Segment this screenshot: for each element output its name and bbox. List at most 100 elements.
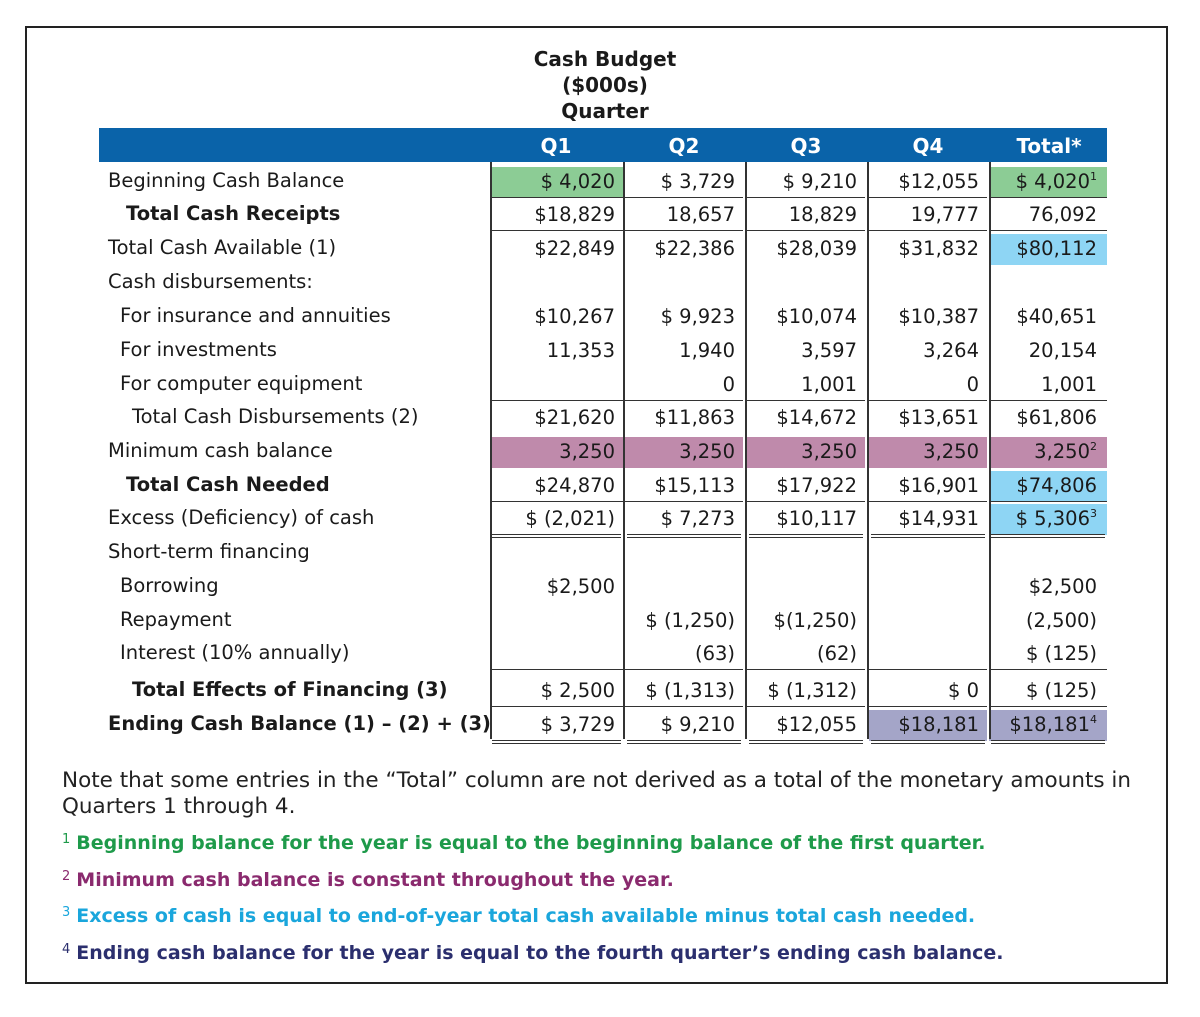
table-cell: [625, 538, 743, 569]
cell-value: 18,829: [788, 203, 857, 226]
table-cell: (2,500): [989, 606, 1107, 637]
table-cell: $ 9,210: [747, 167, 865, 198]
table-cell: 19,777: [869, 200, 987, 231]
table-cell: $17,922: [747, 471, 865, 502]
table-cell: 3,597: [747, 336, 865, 367]
table-cell: $14,931: [869, 504, 987, 535]
cell-value: $28,039: [776, 237, 857, 260]
cell-value: $12,055: [898, 170, 979, 193]
cell-value: $16,901: [898, 474, 979, 497]
footnote-4-marker: 4: [62, 942, 71, 957]
cell-value: (63): [694, 642, 735, 665]
cell-value: $ 4,020: [1015, 170, 1090, 193]
cell-value: $2,500: [1028, 575, 1097, 598]
cell-value: 11,353: [546, 339, 615, 362]
table-cell: $74,806: [989, 471, 1107, 502]
column-header-q4: Q4: [912, 134, 944, 158]
table-cell: $ (1,313): [625, 676, 743, 707]
cell-value: $12,055: [776, 713, 857, 736]
row-label: Total Cash Receipts: [126, 202, 341, 225]
cell-value: $ 9,210: [782, 170, 857, 193]
table-cell: $ 4,0201: [989, 167, 1107, 198]
figure-frame: [25, 26, 1168, 984]
table-cell: [989, 538, 1107, 569]
cell-value: $18,181: [1009, 713, 1090, 736]
table-cell: [869, 606, 987, 637]
table-cell: $ (2,021): [490, 504, 623, 535]
table-cell: 18,829: [747, 200, 865, 231]
table-cell: $12,055: [747, 710, 865, 741]
table-cell: $61,806: [989, 403, 1107, 434]
cell-value: $ 9,923: [660, 305, 735, 328]
table-cell: 3,264: [869, 336, 987, 367]
table-cell: [625, 268, 743, 299]
table-cell: $(1,250): [747, 606, 865, 637]
row-label: Minimum cash balance: [108, 439, 333, 462]
footnote-1-marker: 1: [62, 832, 71, 847]
table-cell: $12,055: [869, 167, 987, 198]
cell-value: $ (1,250): [645, 609, 735, 632]
table-cell: 3,250: [490, 437, 623, 468]
cell-value: $10,074: [776, 305, 857, 328]
table-cell: $10,267: [490, 302, 623, 333]
column-header-q2: Q2: [668, 134, 700, 158]
table-cell: $ (125): [989, 676, 1107, 707]
cell-value: $ 3,729: [540, 713, 615, 736]
row-label: For insurance and annuities: [120, 304, 391, 327]
table-cell: $ 9,923: [625, 302, 743, 333]
footnote-1-text: Beginning balance for the year is equal …: [76, 832, 986, 854]
table-cell: $ 5,3063: [989, 504, 1107, 535]
double-underline: [871, 534, 985, 538]
footnote-3-marker: 3: [62, 905, 71, 920]
cell-value: $ 7,273: [660, 507, 735, 530]
table-cell: (62): [747, 639, 865, 670]
cell-value: $80,112: [1016, 237, 1097, 260]
table-cell: 11,353: [490, 336, 623, 367]
table-cell: $21,620: [490, 403, 623, 434]
table-cell: 3,250: [625, 437, 743, 468]
cell-value: 3,250: [679, 440, 735, 463]
cell-value: $10,267: [534, 305, 615, 328]
row-label: Borrowing: [120, 574, 219, 597]
cell-value: $ (1,313): [645, 679, 735, 702]
table-cell: [490, 370, 623, 401]
footnote-3-text: Excess of cash is equal to end-of-year t…: [76, 905, 976, 927]
table-cell: [989, 268, 1107, 299]
cell-value: 3,250: [1034, 440, 1090, 463]
cell-value: 1,001: [801, 373, 857, 396]
table-cell: $22,386: [625, 234, 743, 265]
table-cell: $40,651: [989, 302, 1107, 333]
cell-value: $61,806: [1016, 406, 1097, 429]
cell-value: $18,829: [534, 203, 615, 226]
table-cell: [869, 268, 987, 299]
cell-value: 3,250: [923, 440, 979, 463]
double-underline: [627, 740, 741, 744]
column-divider: [490, 162, 492, 739]
table-title: Cash Budget ($000s) Quarter: [490, 46, 720, 124]
table-cell: $11,863: [625, 403, 743, 434]
table-cell: $18,1814: [989, 710, 1107, 741]
table-cell: $ 4,020: [490, 167, 623, 198]
table-cell: 1,001: [747, 370, 865, 401]
table-cell: 18,657: [625, 200, 743, 231]
row-label: Short-term financing: [108, 540, 310, 563]
column-header-q3: Q3: [790, 134, 822, 158]
cell-value: $ (1,312): [767, 679, 857, 702]
cell-value: $14,672: [776, 406, 857, 429]
footnote-3: 3 Excess of cash is equal to end-of-year …: [62, 905, 975, 927]
double-underline: [991, 534, 1105, 538]
table-cell: [747, 572, 865, 603]
cell-value: $ (2,021): [525, 507, 615, 530]
cell-value: $ 4,020: [540, 170, 615, 193]
cell-value: (62): [816, 642, 857, 665]
cell-value: $74,806: [1016, 474, 1097, 497]
double-underline: [991, 740, 1105, 744]
title-line-2: ($000s): [562, 73, 648, 97]
table-cell: 1,001: [989, 370, 1107, 401]
table-cell: $ 9,210: [625, 710, 743, 741]
row-label: Total Effects of Financing (3): [132, 678, 448, 701]
cell-value: 76,092: [1028, 203, 1097, 226]
table-cell: $80,112: [989, 234, 1107, 265]
table-cell: [869, 538, 987, 569]
table-cell: 1,940: [625, 336, 743, 367]
